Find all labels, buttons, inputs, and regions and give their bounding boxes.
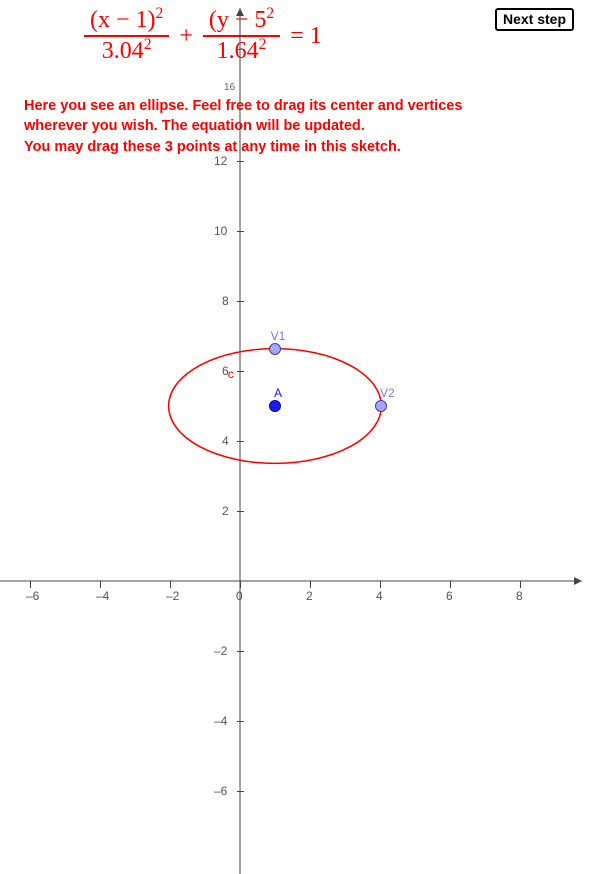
stray-axis-label-16: 16 [224, 82, 235, 93]
point-v2-vertex[interactable] [375, 400, 387, 412]
x-tick-label: 6 [446, 589, 453, 603]
coordinate-plane[interactable]: –6–4–20246824681012–2–4–6 16 c A V1 V2 [0, 168, 590, 874]
x-tick-label: 0 [236, 589, 243, 603]
x-tick-label: –6 [26, 589, 39, 603]
ellipse-curve [0, 168, 590, 874]
eq-num1-base: (x − 1) [90, 7, 156, 33]
point-v1-label: V1 [271, 329, 286, 343]
point-a-center[interactable] [269, 400, 281, 412]
y-tick-label: –4 [214, 714, 227, 728]
instructions-line-3: You may drag these 3 points at any time … [24, 137, 566, 157]
y-tick-label: –2 [214, 644, 227, 658]
eq-num2-exp: 2 [266, 5, 274, 22]
x-tick-label: –4 [96, 589, 109, 603]
eq-equals: = [290, 23, 304, 50]
ellipse-equation: (x − 1)2 3.042 + (y − 52 1.642 = 1 [80, 8, 322, 64]
eq-den2-base: 1.64 [217, 38, 259, 64]
x-tick-label: 2 [306, 589, 313, 603]
x-tick-label: 8 [516, 589, 523, 603]
y-tick-label: 10 [214, 224, 227, 238]
eq-den2-exp: 2 [259, 36, 267, 53]
eq-rhs: 1 [310, 23, 322, 50]
eq-num1-exp: 2 [156, 5, 164, 22]
y-tick-label: 4 [222, 434, 229, 448]
instructions-block: Here you see an ellipse. Feel free to dr… [24, 96, 566, 157]
x-tick-label: 4 [376, 589, 383, 603]
eq-den1-exp: 2 [144, 36, 152, 53]
y-tick-label: 8 [222, 294, 229, 308]
ellipse-curve-label: c [228, 367, 234, 381]
equation-fraction-1: (x − 1)2 3.042 [84, 8, 169, 64]
instructions-line-1: Here you see an ellipse. Feel free to dr… [24, 96, 566, 116]
point-a-label: A [274, 386, 282, 400]
y-tick-label: –6 [214, 784, 227, 798]
point-v2-label: V2 [380, 386, 395, 400]
instructions-line-2: wherever you wish. The equation will be … [24, 116, 566, 136]
eq-den1-base: 3.04 [102, 38, 144, 64]
eq-plus: + [179, 23, 193, 50]
next-step-button[interactable]: Next step [495, 8, 574, 31]
x-tick-label: –2 [166, 589, 179, 603]
eq-num2-base: (y − 5 [209, 7, 267, 33]
y-tick-label: 12 [214, 154, 227, 168]
equation-fraction-2: (y − 52 1.642 [203, 8, 280, 64]
point-v1-vertex[interactable] [269, 343, 281, 355]
next-step-label: Next step [503, 11, 566, 27]
y-tick-label: 2 [222, 504, 229, 518]
